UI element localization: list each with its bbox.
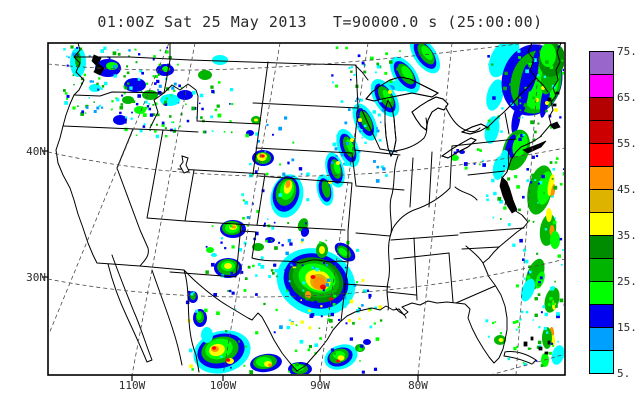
colorbar-cell <box>589 282 614 305</box>
graticule <box>49 44 564 374</box>
great-salt-lake <box>179 155 190 174</box>
colorbar-cell <box>589 144 614 167</box>
map-frame <box>47 42 566 376</box>
colorbar-cell <box>589 351 614 374</box>
long-island <box>522 140 547 154</box>
gridline-30n <box>49 258 564 298</box>
colorbar-cell <box>589 98 614 121</box>
colorbar-label: 55. <box>617 137 637 150</box>
colorbar-cell <box>589 190 614 213</box>
reflectivity-colorbar <box>589 51 614 374</box>
geography-outlines <box>55 42 562 373</box>
gridline-110w <box>131 44 196 374</box>
puget-sound <box>91 54 105 76</box>
radar-reflectivity-field <box>63 44 564 374</box>
plot-title: 01:00Z Sat 25 May 2013 T=90000.0 s (25:00… <box>0 13 640 31</box>
colorbar-cell <box>589 121 614 144</box>
colorbar-cell <box>589 305 614 328</box>
colorbar-cell <box>589 75 614 98</box>
lon-label-90w: 90W <box>310 379 330 392</box>
colorbar-label: 5. <box>617 367 631 380</box>
colorbar-cell <box>589 328 614 351</box>
colorbar-label: 75. <box>617 45 637 58</box>
gridline-40n <box>49 147 564 177</box>
lon-label-80w: 80W <box>408 379 428 392</box>
lat-label-40n: 40N <box>26 145 46 158</box>
colorbar-cell <box>589 259 614 282</box>
cape-cod <box>549 121 561 130</box>
colorbar-label: 65. <box>617 91 637 104</box>
lat-label-30n: 30N <box>26 271 46 284</box>
colorbar-cell <box>589 167 614 190</box>
gridline-100w <box>222 44 281 374</box>
gridline-120w <box>49 44 170 335</box>
bahamas-islands <box>523 336 551 355</box>
lon-label-110w: 110W <box>118 379 146 392</box>
colorbar-label: 45. <box>617 183 637 196</box>
axis-ticks <box>42 150 419 381</box>
delmarva-chesapeake <box>499 176 518 214</box>
lon-label-100w: 100W <box>209 379 237 392</box>
colorbar-cell <box>589 213 614 236</box>
gridline-25n <box>492 353 564 374</box>
forecast-time-label: T=90000.0 s (25:00:00) <box>333 13 543 31</box>
cuba <box>503 351 537 365</box>
gridline-90w <box>319 44 369 374</box>
colorbar-label: 15. <box>617 321 637 334</box>
gridline-50n <box>49 44 521 71</box>
colorbar-label: 25. <box>617 275 637 288</box>
colorbar-cell <box>589 51 614 75</box>
colorbar-label: 35. <box>617 229 637 242</box>
maine-coast-islands <box>547 91 560 107</box>
colorbar-cell <box>589 236 614 259</box>
valid-time-label: 01:00Z Sat 25 May 2013 <box>97 13 307 31</box>
